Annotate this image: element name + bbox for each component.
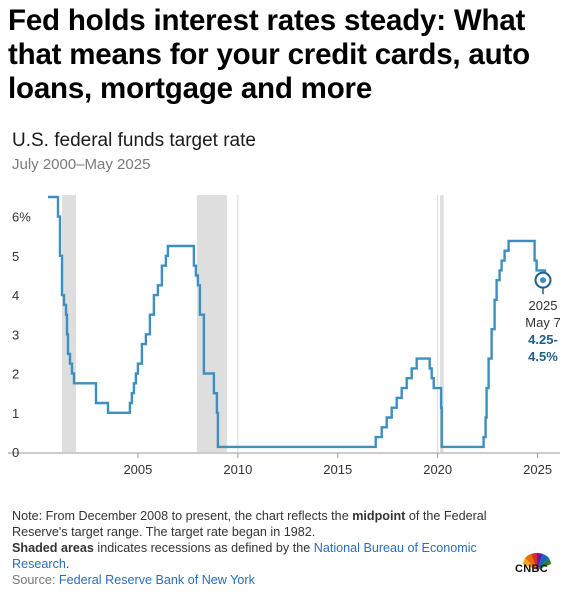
- annotation-layer: 2025 May 7 4.25- 4.5%: [525, 271, 561, 364]
- source-label: Source:: [12, 573, 59, 587]
- note-text: Note: From December 2008 to present, the…: [12, 509, 353, 523]
- footer-note: Note: From December 2008 to present, the…: [12, 508, 512, 540]
- annotation-value-2: 4.5%: [528, 349, 558, 364]
- recession-band-2: [196, 195, 227, 452]
- rate-series-line: [48, 195, 547, 449]
- x-tick-label: 2005: [123, 462, 152, 477]
- y-tick-label: 5: [12, 249, 19, 264]
- y-tick-label: 1: [12, 406, 19, 421]
- x-tick-label: 2015: [323, 462, 352, 477]
- y-tick-label: 0: [12, 445, 19, 460]
- peacock-icon: [523, 552, 551, 570]
- chart-footer: Note: From December 2008 to present, the…: [12, 508, 512, 588]
- shaded-end: .: [65, 557, 70, 571]
- chart-subtitle: July 2000–May 2025: [12, 156, 151, 173]
- footer-shaded: Shaded areas indicates recessions as def…: [12, 540, 512, 572]
- recession-band-1: [61, 195, 76, 452]
- shaded-text: indicates recessions as defined by the: [93, 541, 314, 555]
- footer-source: Source: Federal Reserve Bank of New York: [12, 572, 512, 588]
- y-tick-labels: 6% 5 4 3 2 1 0: [12, 210, 31, 460]
- article-headline: Fed holds interest rates steady: What th…: [8, 4, 530, 105]
- x-tick-labels: 2005 2010 2015 2020 2025: [123, 453, 552, 477]
- annotation-marker-dot: [540, 277, 546, 284]
- annotation-value-1: 4.25-: [528, 332, 558, 347]
- recession-bands: [61, 195, 444, 452]
- x-tick-label: 2010: [223, 462, 252, 477]
- series-layer: [48, 195, 547, 449]
- chart-title: U.S. federal funds target rate: [12, 130, 256, 151]
- recession-band-3: [440, 195, 444, 452]
- note-bold: midpoint: [352, 509, 406, 523]
- shaded-bold: Shaded areas: [12, 541, 94, 555]
- cnbc-logo-text: CNBC: [515, 563, 548, 575]
- grid-lines: [237, 195, 439, 452]
- y-tick-label: 6%: [12, 210, 31, 225]
- y-tick-label: 4: [12, 288, 19, 303]
- note-suffix: of the Federal Reserve's target range. T…: [12, 509, 487, 539]
- x-tick-label: 2025: [523, 462, 552, 477]
- x-tick-label: 2020: [423, 462, 452, 477]
- annotation-date: May 7: [525, 315, 560, 330]
- y-tick-label: 2: [12, 367, 19, 382]
- source-link[interactable]: Federal Reserve Bank of New York: [58, 573, 255, 587]
- annotation-year: 2025: [529, 298, 558, 313]
- nber-link[interactable]: National Bureau of Economic Research: [12, 541, 477, 571]
- y-tick-label: 3: [12, 327, 19, 342]
- rate-chart: 6% 5 4 3 2 1 0 2005 2010 2015 2020 2025 2025 May 7 4…: [8, 195, 561, 477]
